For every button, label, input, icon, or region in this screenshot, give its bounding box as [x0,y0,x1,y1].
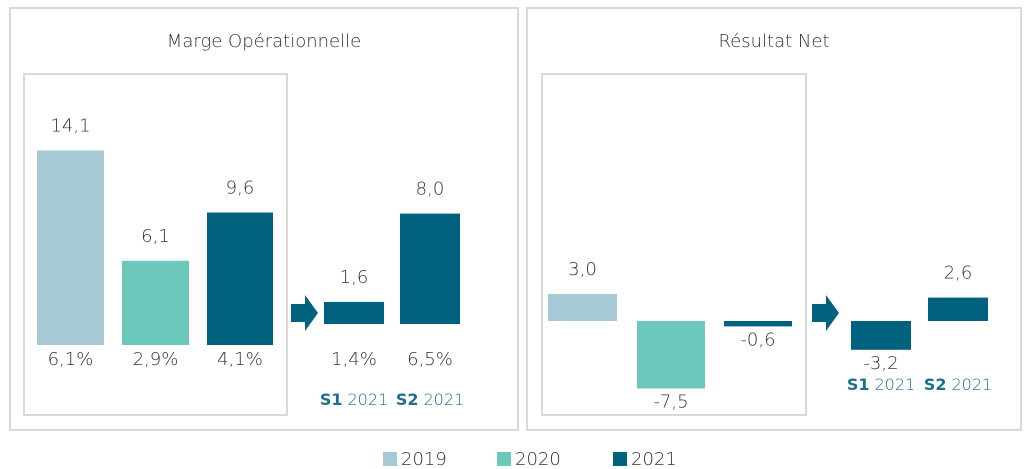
category-bold: S1 [320,390,343,409]
legend-swatch [613,452,627,466]
category-bold: S2 [396,390,419,409]
category-rest: 2021 [423,390,464,409]
value-label: 14,1 [50,115,90,136]
category-bold: S2 [924,375,947,394]
group-frame [541,73,807,416]
bar [324,301,384,324]
bar [637,321,705,389]
legend-swatch [497,452,511,466]
value-label: 6,1 [141,226,170,247]
arrow [812,295,839,331]
panel-frame [9,7,519,431]
value-label: 1,6 [340,267,369,288]
bar [548,294,617,321]
bar [928,297,988,321]
legend-label: 2021 [631,449,677,469]
category-label: S2 2021 [924,375,992,394]
legend-label: 2019 [401,449,447,469]
bar [207,212,273,345]
bar [851,321,911,350]
legend-swatch [383,452,397,466]
bar [724,321,792,327]
category-label: S1 2021 [847,375,915,394]
panel-frame [526,7,1022,431]
chart-title: Résultat Net [718,31,829,52]
sub-label: 2,9% [133,349,179,370]
category-rest: 2021 [874,375,915,394]
category-label: S1 2021 [320,390,388,409]
value-label: -0,6 [740,329,775,350]
value-label: 9,6 [226,178,255,199]
arrow [291,295,318,331]
value-label: 8,0 [416,179,445,200]
value-label: -3,2 [863,353,898,374]
sub-label: 6,5% [407,349,453,370]
bar [37,150,104,345]
category-label: S2 2021 [396,390,464,409]
chart-title: Marge Opérationnelle [167,31,361,52]
sub-label: 6,1% [48,349,94,370]
bar [122,260,189,345]
legend-label: 2020 [515,449,561,469]
value-label: -7,5 [653,392,688,413]
sub-label: 1,4% [331,349,377,370]
value-label: 3,0 [568,259,597,280]
category-rest: 2021 [951,375,992,394]
sub-label: 4,1% [217,349,263,370]
category-bold: S1 [847,375,870,394]
bar [400,213,460,324]
group-frame [23,73,288,416]
category-rest: 2021 [347,390,388,409]
value-label: 2,6 [944,263,973,284]
